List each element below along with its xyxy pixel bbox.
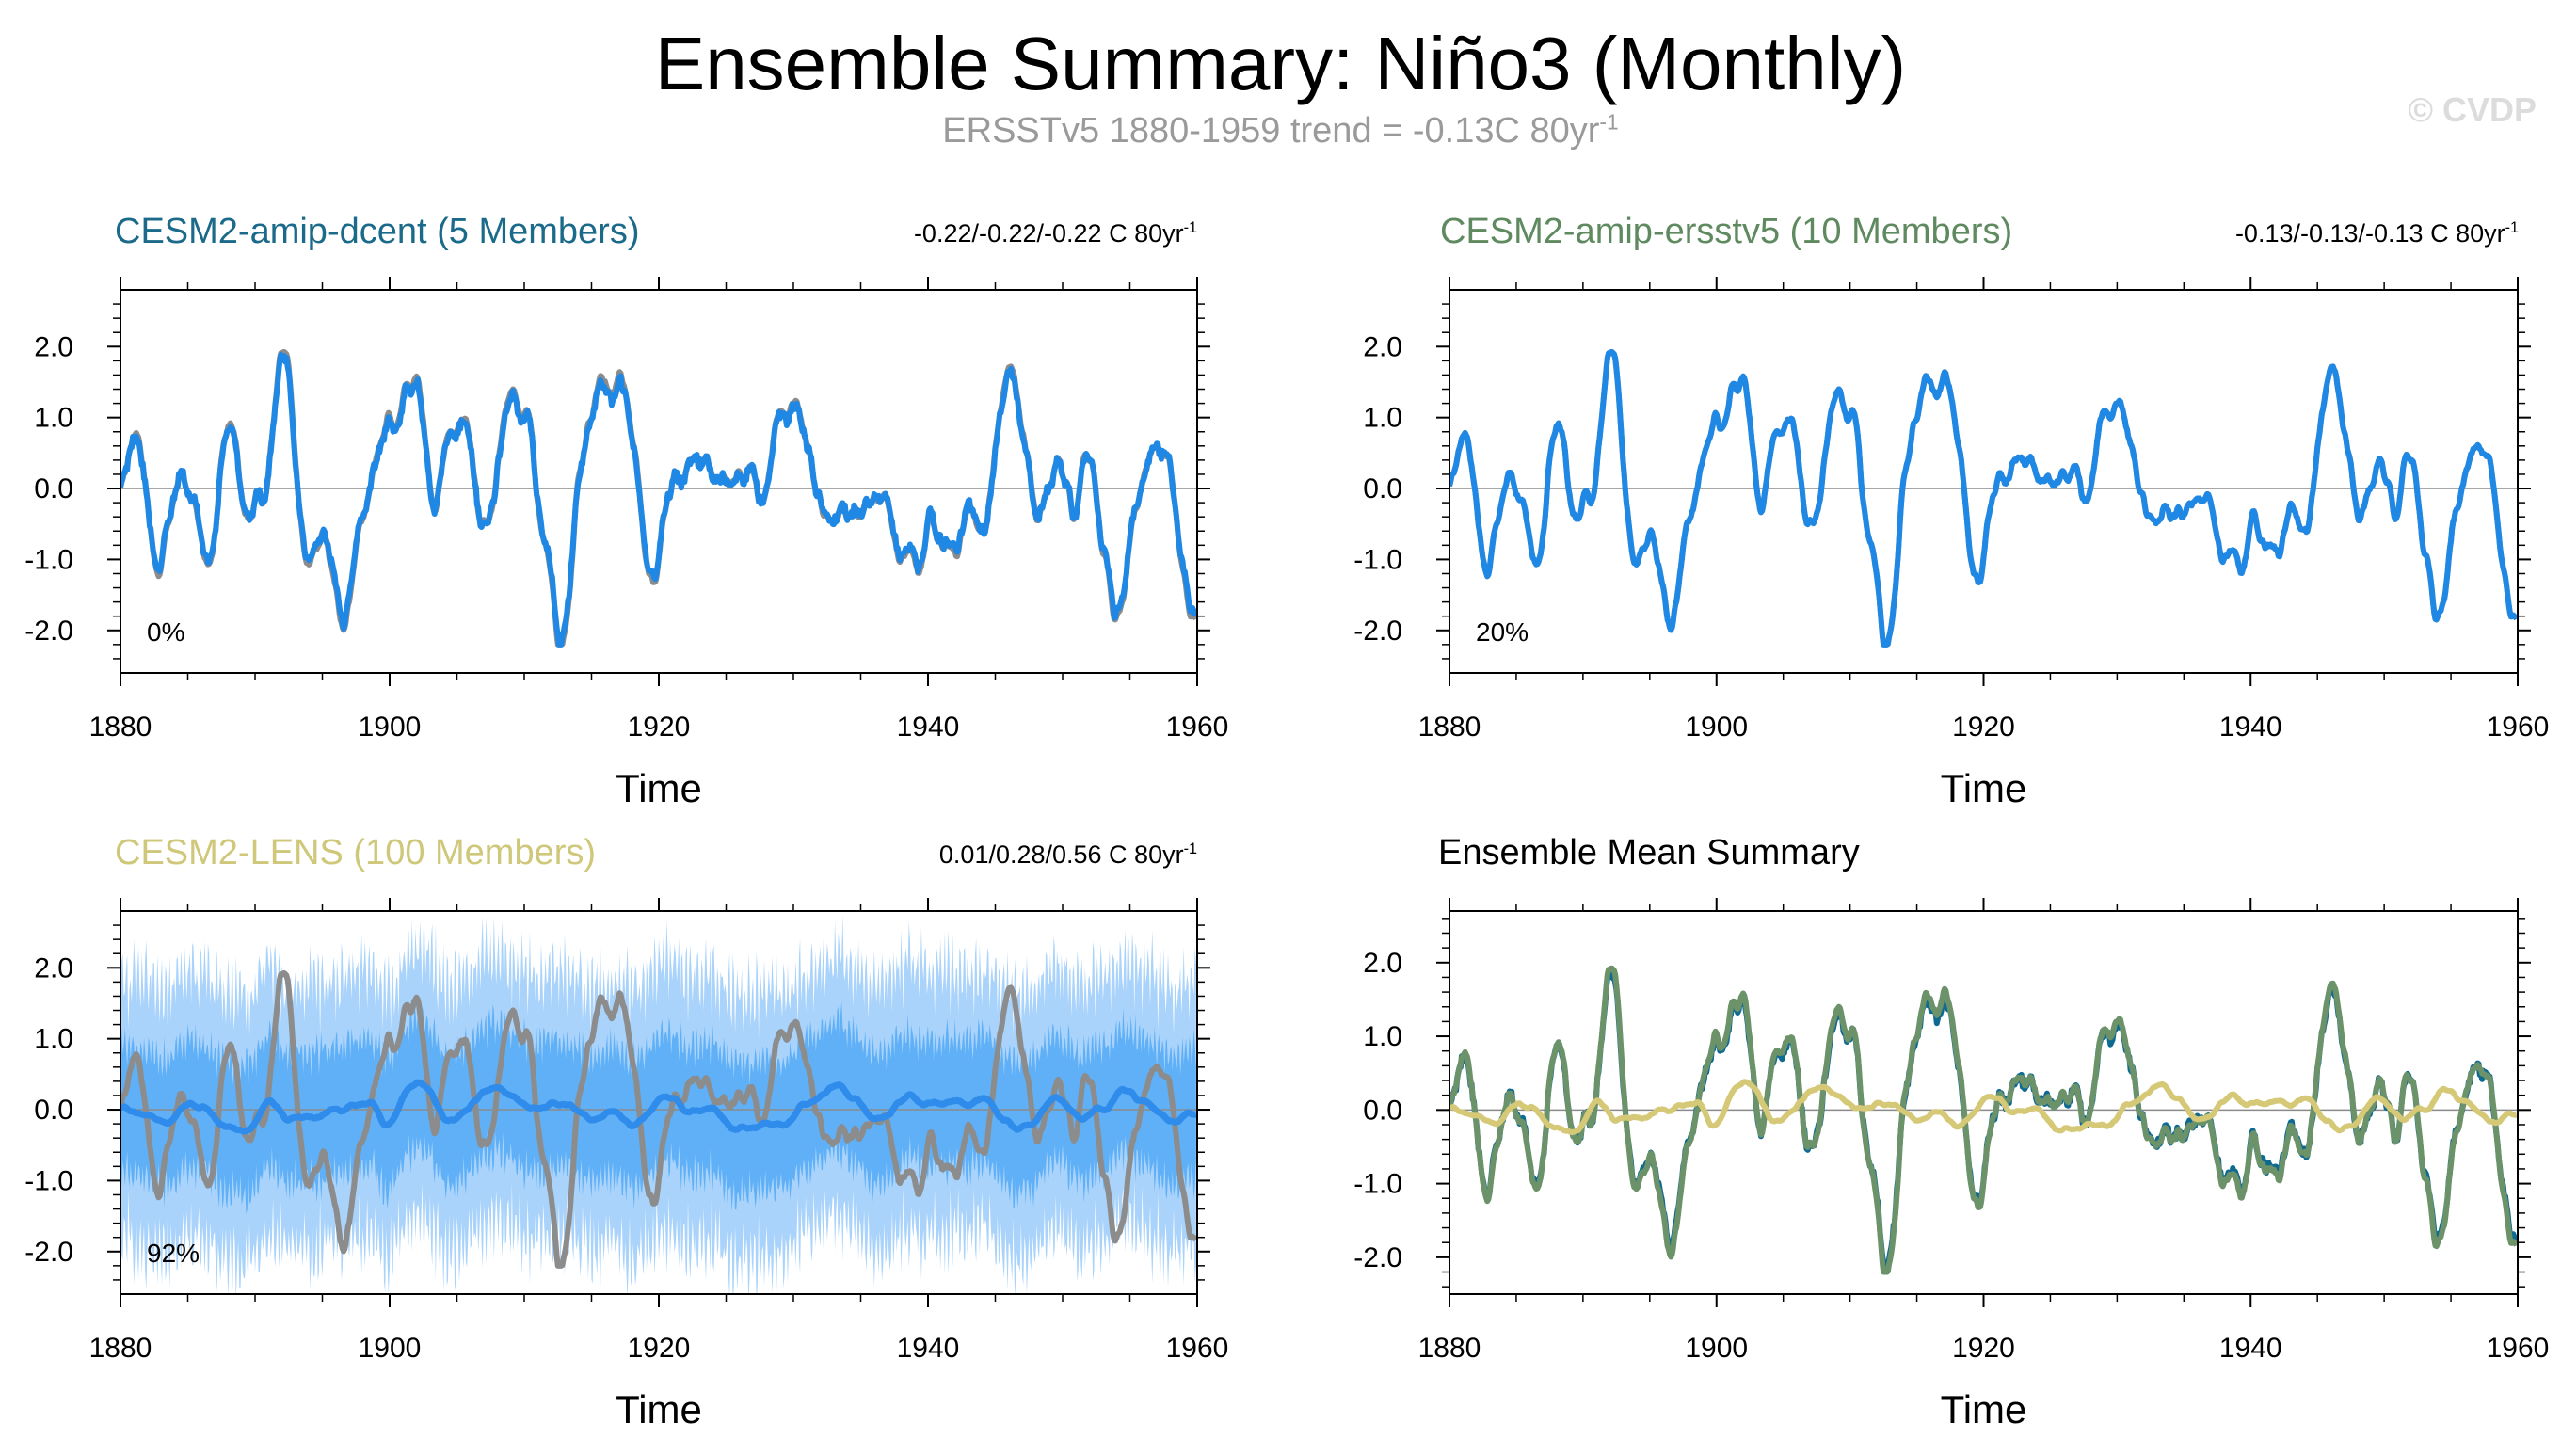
panel-trend-lens: 0.01/0.28/0.56 C 80yr-1 (939, 840, 1197, 870)
x-axis-label: Time (1941, 766, 2027, 810)
percent-label: 0% (147, 617, 184, 647)
y-tick-label: -2.0 (1353, 616, 1402, 647)
x-tick-label: 1880 (1418, 1333, 1481, 1364)
y-tick-label: 0.0 (1363, 473, 1402, 504)
y-tick-label: 2.0 (34, 952, 73, 984)
trend-text: -0.22/-0.22/-0.22 C 80yr (913, 219, 1184, 248)
y-tick-label: -1.0 (24, 544, 73, 575)
x-tick-label: 1880 (89, 1333, 152, 1364)
y-tick-label: 1.0 (34, 403, 73, 434)
series-line-1 (1449, 349, 2518, 648)
y-tick-label: 1.0 (1363, 1021, 1402, 1052)
series-line-2 (1449, 1079, 2518, 1136)
panel-title-lens: CESM2-LENS (100 Members) (115, 833, 597, 872)
subtitle-superscript: -1 (1599, 109, 1619, 135)
x-tick-label: 1920 (1952, 712, 2015, 743)
x-axis-label: Time (616, 766, 702, 810)
x-tick-label: 1940 (2219, 712, 2282, 743)
cvdp-watermark: © CVDP (2408, 90, 2537, 129)
trend-superscript: -1 (1183, 840, 1197, 857)
series-line-0 (120, 970, 1197, 1269)
panel-title-amip-ersstv5: CESM2-amip-ersstv5 (10 Members) (1440, 212, 2013, 251)
x-tick-label: 1920 (628, 712, 691, 743)
percent-label: 20% (1476, 617, 1529, 647)
y-tick-label: 1.0 (1363, 403, 1402, 434)
y-tick-label: 0.0 (1363, 1095, 1402, 1126)
y-tick-label: -2.0 (24, 616, 73, 647)
trend-text: 0.01/0.28/0.56 C 80yr (938, 840, 1184, 869)
percent-label: 92% (147, 1239, 200, 1268)
y-tick-label: -1.0 (1353, 1169, 1402, 1200)
x-axis-label: Time (616, 1387, 702, 1432)
x-tick-label: 1960 (1166, 712, 1229, 743)
y-tick-label: 0.0 (34, 1095, 73, 1126)
x-tick-label: 1900 (1685, 712, 1748, 743)
x-tick-label: 1960 (1166, 1333, 1229, 1364)
y-tick-label: -2.0 (1353, 1242, 1402, 1273)
trend-text: -0.13/-0.13/-0.13 C 80yr (2234, 219, 2505, 248)
x-tick-label: 1960 (2487, 1333, 2550, 1364)
x-tick-label: 1940 (2219, 1333, 2282, 1364)
y-tick-label: -2.0 (24, 1237, 73, 1268)
x-tick-label: 1940 (897, 712, 960, 743)
x-tick-label: 1900 (359, 712, 422, 743)
series-line-1 (120, 1079, 1197, 1135)
plot-area (1449, 965, 2518, 1275)
y-tick-label: -1.0 (1353, 544, 1402, 575)
x-tick-label: 1880 (1418, 712, 1481, 743)
panel-title-amip-dcent: CESM2-amip-dcent (5 Members) (115, 212, 640, 251)
y-tick-label: 2.0 (34, 331, 73, 362)
trend-superscript: -1 (1183, 219, 1197, 236)
series-line-1 (120, 352, 1197, 648)
panel-trend-amip-dcent: -0.22/-0.22/-0.22 C 80yr-1 (914, 219, 1197, 248)
y-tick-label: 1.0 (34, 1024, 73, 1055)
subtitle-text: ERSSTv5 1880-1959 trend = -0.13C 80yr (942, 111, 1600, 151)
y-tick-label: -1.0 (24, 1165, 73, 1196)
panel-trend-amip-ersstv5: -0.13/-0.13/-0.13 C 80yr-1 (2235, 219, 2519, 248)
trend-superscript: -1 (2505, 219, 2519, 236)
panel-title-ensemble-mean: Ensemble Mean Summary (1438, 833, 1860, 872)
y-tick-label: 0.0 (34, 473, 73, 504)
y-tick-label: 2.0 (1363, 331, 1402, 362)
x-tick-label: 1880 (89, 712, 152, 743)
page-subtitle: ERSSTv5 1880-1959 trend = -0.13C 80yr-1 (0, 111, 2561, 152)
series-line-1 (1449, 965, 2518, 1275)
x-tick-label: 1920 (628, 1333, 691, 1364)
x-tick-label: 1960 (2487, 712, 2550, 743)
x-tick-label: 1920 (1952, 1333, 2015, 1364)
y-tick-label: 2.0 (1363, 948, 1402, 979)
x-axis-label: Time (1941, 1387, 2027, 1432)
x-tick-label: 1900 (1685, 1333, 1748, 1364)
page-title: Ensemble Summary: Niño3 (Monthly) (654, 22, 1907, 105)
x-tick-label: 1940 (897, 1333, 960, 1364)
plot-area (1449, 349, 2518, 648)
plot-area (120, 349, 1197, 648)
x-tick-label: 1900 (359, 1333, 422, 1364)
plot-area (120, 914, 1197, 1294)
